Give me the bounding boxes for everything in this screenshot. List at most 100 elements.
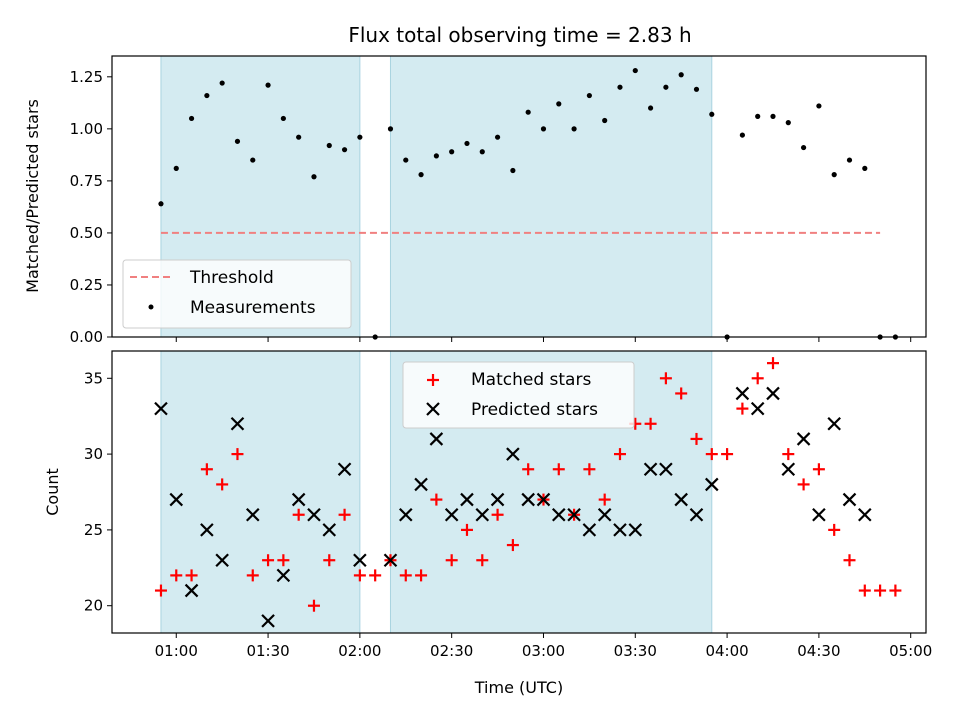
x-tick-label: 01:30 <box>246 642 289 660</box>
data-point-predicted <box>383 553 398 568</box>
data-point-measurement <box>755 113 761 119</box>
data-point-matched <box>843 554 856 567</box>
y-tick-label: 0.50 <box>70 224 103 242</box>
data-point-matched <box>858 584 871 597</box>
legend-measurements-label: Measurements <box>190 298 316 318</box>
data-point-matched <box>323 554 336 567</box>
data-point-measurement <box>234 138 241 144</box>
legend-matched-label: Matched stars <box>471 370 591 390</box>
data-point-matched <box>491 508 504 521</box>
data-point-measurement <box>204 92 210 99</box>
legend-measurements-marker <box>148 304 154 310</box>
bottom-legend-box <box>402 361 635 429</box>
data-point-matched <box>874 584 887 597</box>
data-point-measurement <box>525 109 531 115</box>
data-point-predicted <box>261 614 275 628</box>
x-tick-label: 03:00 <box>522 642 565 660</box>
data-point-measurement <box>219 80 225 86</box>
data-point-measurement <box>647 105 654 111</box>
data-point-measurement <box>357 134 363 140</box>
data-point-predicted <box>169 492 184 507</box>
data-point-predicted <box>842 492 857 507</box>
data-point-predicted <box>643 462 658 477</box>
data-point-measurement <box>663 84 669 90</box>
data-point-predicted <box>552 507 566 522</box>
data-point-measurement <box>311 174 317 180</box>
data-point-measurement <box>341 147 348 153</box>
data-point-measurement <box>403 157 409 163</box>
top-legend-box <box>122 259 352 329</box>
data-point-measurement <box>158 201 164 207</box>
data-point-matched <box>751 372 764 385</box>
data-point-matched <box>766 357 779 370</box>
data-point-measurement <box>494 134 501 140</box>
data-point-measurement <box>816 103 822 109</box>
data-point-matched <box>506 539 519 552</box>
chart-title: Flux total observing time = 2.83 h <box>348 23 691 47</box>
data-point-predicted <box>705 477 719 492</box>
data-point-matched <box>369 569 382 582</box>
data-point-matched <box>399 569 412 582</box>
top-plot: 0.00 0.25 0.50 0.75 1.00 1.25 Matched/Predict… <box>23 55 927 346</box>
data-point-measurement <box>693 86 700 92</box>
data-point-predicted <box>521 492 535 507</box>
data-point-predicted <box>506 447 520 461</box>
data-point-predicted <box>735 386 750 401</box>
data-point-measurement <box>831 172 837 178</box>
data-point-measurement <box>540 126 547 132</box>
data-point-matched <box>415 569 428 582</box>
y-tick-label: 0.75 <box>70 172 103 190</box>
x-tick-label: 02:30 <box>430 642 473 660</box>
data-point-predicted <box>827 416 841 431</box>
data-point-matched <box>277 554 290 567</box>
y-tick-label: 35 <box>84 369 103 387</box>
data-point-measurement <box>785 120 791 126</box>
data-point-measurement <box>418 172 424 178</box>
data-point-matched <box>216 478 229 491</box>
data-point-measurement <box>846 157 853 163</box>
data-point-measurement <box>632 67 638 74</box>
data-point-measurement <box>617 84 623 90</box>
data-point-predicted <box>582 523 597 537</box>
x-tick-label: 04:00 <box>705 642 748 660</box>
data-point-predicted <box>276 568 291 583</box>
data-point-measurement <box>739 132 745 138</box>
shaded-interval-1 <box>160 350 361 634</box>
data-point-matched <box>552 463 565 476</box>
data-point-measurement <box>678 72 684 78</box>
x-axis-label: Time (UTC) <box>474 678 563 697</box>
legend-predicted-marker <box>426 402 440 416</box>
data-point-predicted <box>444 507 459 522</box>
data-point-measurement <box>250 157 256 163</box>
data-point-matched <box>185 569 198 582</box>
data-point-measurement <box>173 165 179 171</box>
data-point-measurement <box>556 101 562 107</box>
data-point-matched <box>675 387 688 400</box>
y-tick-label: 1.25 <box>70 68 103 86</box>
data-point-predicted <box>353 553 367 568</box>
bottom-plot-frame <box>111 350 927 634</box>
data-point-matched <box>170 569 183 582</box>
data-point-measurement <box>464 140 470 147</box>
legend-threshold-label: Threshold <box>189 268 274 288</box>
data-point-predicted <box>398 507 413 522</box>
data-point-matched <box>476 554 489 567</box>
data-point-measurement <box>770 113 776 119</box>
y-tick-label: 0.00 <box>70 328 103 346</box>
data-point-matched <box>721 448 734 461</box>
data-point-measurement <box>862 165 868 171</box>
y-tick-label: 25 <box>84 521 103 539</box>
data-point-measurement <box>800 144 807 151</box>
data-point-predicted <box>659 462 673 477</box>
data-point-matched <box>231 448 244 461</box>
data-point-predicted <box>766 386 780 401</box>
data-point-matched <box>598 493 611 506</box>
data-point-matched <box>338 508 351 521</box>
data-point-matched <box>292 508 305 521</box>
y-tick-label: 20 <box>84 597 103 615</box>
y-tick-label: 30 <box>84 445 103 463</box>
x-tick-label: 02:00 <box>338 642 381 660</box>
bottom-plot: 01:00 01:30 02:00 02:30 03:00 03:30 04:00 04:30… <box>43 350 932 697</box>
data-point-predicted <box>291 492 306 507</box>
